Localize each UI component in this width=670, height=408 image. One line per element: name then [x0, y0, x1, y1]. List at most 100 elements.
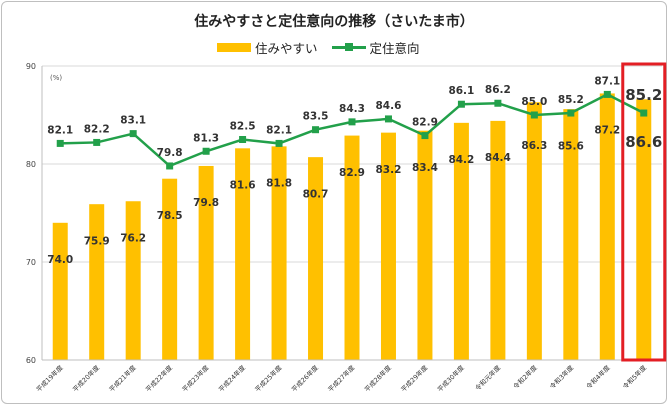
- line-value-label: 85.2: [625, 86, 662, 104]
- x-tick-label: 平成25年度: [253, 363, 284, 394]
- bar: [89, 204, 105, 360]
- bar-value-label: 81.6: [230, 180, 256, 192]
- line-point: [603, 90, 611, 98]
- bar: [52, 222, 68, 360]
- line-point: [494, 99, 502, 107]
- line-value-label: 79.8: [157, 147, 183, 159]
- bar: [235, 148, 251, 360]
- line-point: [239, 136, 247, 143]
- chart-legend: 住みやすい 定住意向: [217, 38, 420, 57]
- bar: [490, 120, 506, 360]
- line-point: [348, 118, 356, 126]
- bar-value-label: 84.2: [448, 154, 474, 166]
- legend-label-line: 定住意向: [369, 40, 420, 56]
- y-tick-label: 70: [26, 258, 36, 267]
- bar: [380, 132, 396, 360]
- line-point: [640, 109, 648, 117]
- legend-item-bar: 住みやすい: [217, 38, 318, 57]
- legend-label-bar: 住みやすい: [255, 40, 318, 56]
- line-point: [384, 115, 392, 123]
- line-point: [93, 138, 101, 146]
- line-point: [202, 147, 210, 155]
- bar-value-label: 83.4: [412, 162, 438, 174]
- x-tick-label: 令和3年度: [548, 363, 576, 391]
- highlight-box: [621, 62, 667, 362]
- bar-value-label: 87.2: [594, 125, 620, 137]
- line-value-label: 86.1: [448, 85, 474, 97]
- x-tick-label: 令和5年度: [621, 363, 649, 391]
- line-point: [421, 132, 429, 140]
- chart-title: 住みやすさと定住意向の推移（さいたま市）: [194, 14, 474, 30]
- line-value-label: 84.6: [376, 100, 402, 112]
- line-value-label: 82.1: [47, 124, 73, 136]
- line-value-label: 86.2: [485, 84, 511, 96]
- line-value-label: 83.1: [120, 115, 146, 127]
- bar-value-label: 86.3: [521, 140, 547, 152]
- bar-value-label: 76.2: [120, 232, 146, 244]
- line-point: [457, 100, 465, 108]
- x-tick-label: 平成29年度: [399, 363, 430, 394]
- line-value-label: 85.0: [521, 96, 547, 108]
- x-tick-label: 平成22年度: [143, 363, 174, 394]
- line-value-label: 84.3: [339, 103, 365, 115]
- line-value-label: 83.5: [303, 111, 329, 123]
- bar: [563, 109, 579, 361]
- bar: [599, 93, 615, 360]
- bar-value-label: 85.6: [558, 140, 584, 152]
- y-unit-label: (%): [50, 74, 62, 82]
- bar-value-label: 81.8: [266, 178, 292, 190]
- bar: [162, 178, 178, 360]
- bar-value-label: 83.2: [376, 164, 402, 176]
- line-point: [56, 139, 64, 147]
- x-tick-label: 平成20年度: [71, 363, 102, 394]
- bar: [125, 201, 141, 360]
- line-value-label: 81.3: [193, 132, 219, 144]
- line-value-label: 85.2: [558, 94, 584, 106]
- line-value-label: 87.1: [594, 75, 620, 87]
- line-value-label: 82.2: [84, 123, 110, 135]
- line-value-label: 82.1: [266, 124, 292, 136]
- x-tick-label: 平成30年度: [435, 363, 466, 394]
- legend-swatch-bar: [217, 42, 251, 52]
- bar: [271, 146, 287, 360]
- x-tick-label: 平成19年度: [34, 363, 65, 394]
- bar: [198, 165, 214, 360]
- x-tick-label: 平成23年度: [180, 363, 211, 394]
- y-tick-label: 80: [26, 160, 36, 169]
- line-value-label: 82.5: [230, 121, 256, 133]
- line-point: [312, 126, 320, 134]
- bar-value-label: 75.9: [84, 235, 110, 247]
- x-tick-label: 平成21年度: [107, 363, 138, 394]
- x-tick-label: 令和4年度: [584, 363, 612, 391]
- y-tick-label: 90: [26, 62, 36, 71]
- bar: [636, 99, 652, 360]
- bar: [308, 157, 324, 360]
- x-tick-label: 令和元年度: [473, 363, 503, 393]
- bar: [526, 102, 542, 360]
- legend-swatch-line: [331, 41, 366, 53]
- x-tick-label: 令和2年度: [511, 363, 539, 391]
- x-tick-label: 平成24年度: [216, 363, 247, 394]
- y-tick-label: 60: [26, 356, 36, 365]
- line-point: [129, 130, 137, 138]
- bar: [417, 130, 433, 360]
- line-value-label: 82.9: [412, 117, 438, 129]
- x-tick-label: 平成28年度: [362, 363, 393, 394]
- line-point: [530, 111, 538, 119]
- bar-value-label: 80.7: [303, 188, 329, 200]
- bar-value-label: 84.4: [485, 152, 511, 164]
- bar-value-label: 78.5: [157, 210, 183, 222]
- bar-value-label: 79.8: [193, 197, 219, 209]
- line-point: [567, 109, 575, 117]
- bar: [344, 135, 360, 360]
- bar: [453, 122, 469, 360]
- line-point: [275, 139, 283, 147]
- x-tick-label: 平成26年度: [289, 363, 320, 394]
- x-tick-label: 平成27年度: [326, 363, 357, 394]
- legend-item-line: 定住意向: [331, 38, 420, 57]
- bar-value-label: 74.0: [47, 254, 73, 266]
- bar-value-label: 86.6: [625, 133, 662, 151]
- line-point: [166, 162, 174, 170]
